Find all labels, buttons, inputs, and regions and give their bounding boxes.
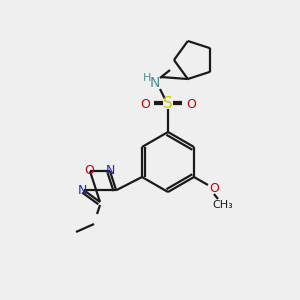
- Text: O: O: [186, 98, 196, 110]
- Text: N: N: [150, 76, 160, 90]
- Text: CH₃: CH₃: [213, 200, 233, 210]
- Text: N: N: [105, 164, 115, 177]
- Text: H: H: [143, 73, 151, 83]
- Text: O: O: [209, 182, 219, 196]
- Text: O: O: [84, 164, 94, 177]
- Text: S: S: [163, 97, 173, 112]
- Text: O: O: [140, 98, 150, 110]
- Text: N: N: [78, 184, 88, 197]
